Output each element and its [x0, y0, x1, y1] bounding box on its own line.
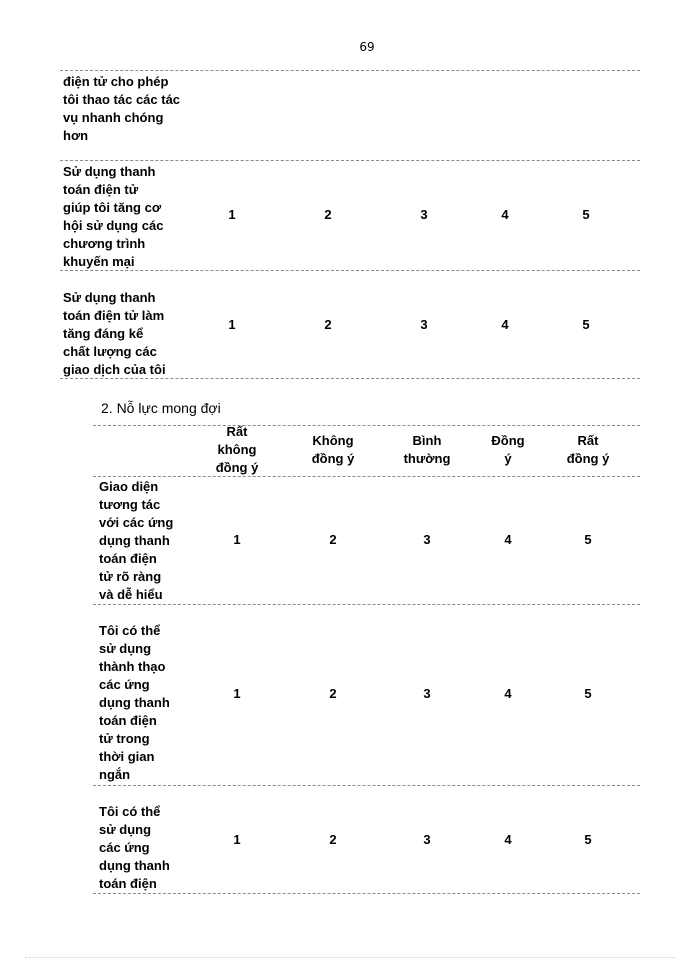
table-rule	[93, 425, 640, 426]
score-2: 2	[329, 686, 337, 701]
table-row-statement: điện tử cho phép tôi thao tác các tác vụ…	[63, 74, 181, 143]
header-strongly-disagree: Rất không đồng ý	[215, 424, 259, 475]
score-5: 5	[582, 317, 590, 332]
score-1: 1	[233, 686, 241, 701]
score-1: 1	[228, 207, 236, 222]
table-rule	[60, 270, 640, 271]
header-strongly-agree: Rất đồng ý	[566, 433, 610, 466]
score-5: 5	[584, 532, 592, 547]
score-5: 5	[582, 207, 590, 222]
header-disagree: Không đồng ý	[311, 433, 355, 466]
score-2: 2	[329, 832, 337, 847]
page-bottom-border	[25, 957, 675, 958]
score-5: 5	[584, 832, 592, 847]
table-rule	[93, 893, 640, 894]
table-row-statement: Tôi có thể sử dụng thành thạo các ứng dụ…	[99, 623, 170, 782]
table-row-statement: Sử dụng thanh toán điện tử giúp tôi tăng…	[63, 164, 164, 269]
score-1: 1	[228, 317, 236, 332]
score-2: 2	[324, 207, 332, 222]
score-2: 2	[329, 532, 337, 547]
score-4: 4	[501, 317, 509, 332]
score-3: 3	[423, 532, 431, 547]
table-row-statement: Sử dụng thanh toán điện tử làm tăng đáng…	[63, 290, 166, 377]
section-heading: 2. Nỗ lực mong đợi	[101, 400, 221, 416]
table-rule	[60, 378, 640, 379]
table-rule	[93, 604, 640, 605]
score-2: 2	[324, 317, 332, 332]
score-3: 3	[423, 832, 431, 847]
page-number: 69	[359, 40, 375, 54]
table-row-statement: Giao diện tương tác với các ứng dụng tha…	[99, 479, 174, 602]
score-1: 1	[233, 532, 241, 547]
score-4: 4	[501, 207, 509, 222]
score-5: 5	[584, 686, 592, 701]
score-3: 3	[423, 686, 431, 701]
score-4: 4	[504, 686, 512, 701]
table-rule	[93, 476, 640, 477]
score-3: 3	[420, 317, 428, 332]
score-1: 1	[233, 832, 241, 847]
table-rule	[60, 70, 640, 71]
score-4: 4	[504, 532, 512, 547]
table-rule	[93, 785, 640, 786]
score-3: 3	[420, 207, 428, 222]
table-rule	[60, 160, 640, 161]
score-4: 4	[504, 832, 512, 847]
header-agree: Đồng ý	[491, 433, 525, 466]
header-neutral: Bình thường	[403, 433, 451, 466]
table-row-statement: Tôi có thể sử dụng các ứng dụng thanh to…	[99, 804, 170, 891]
